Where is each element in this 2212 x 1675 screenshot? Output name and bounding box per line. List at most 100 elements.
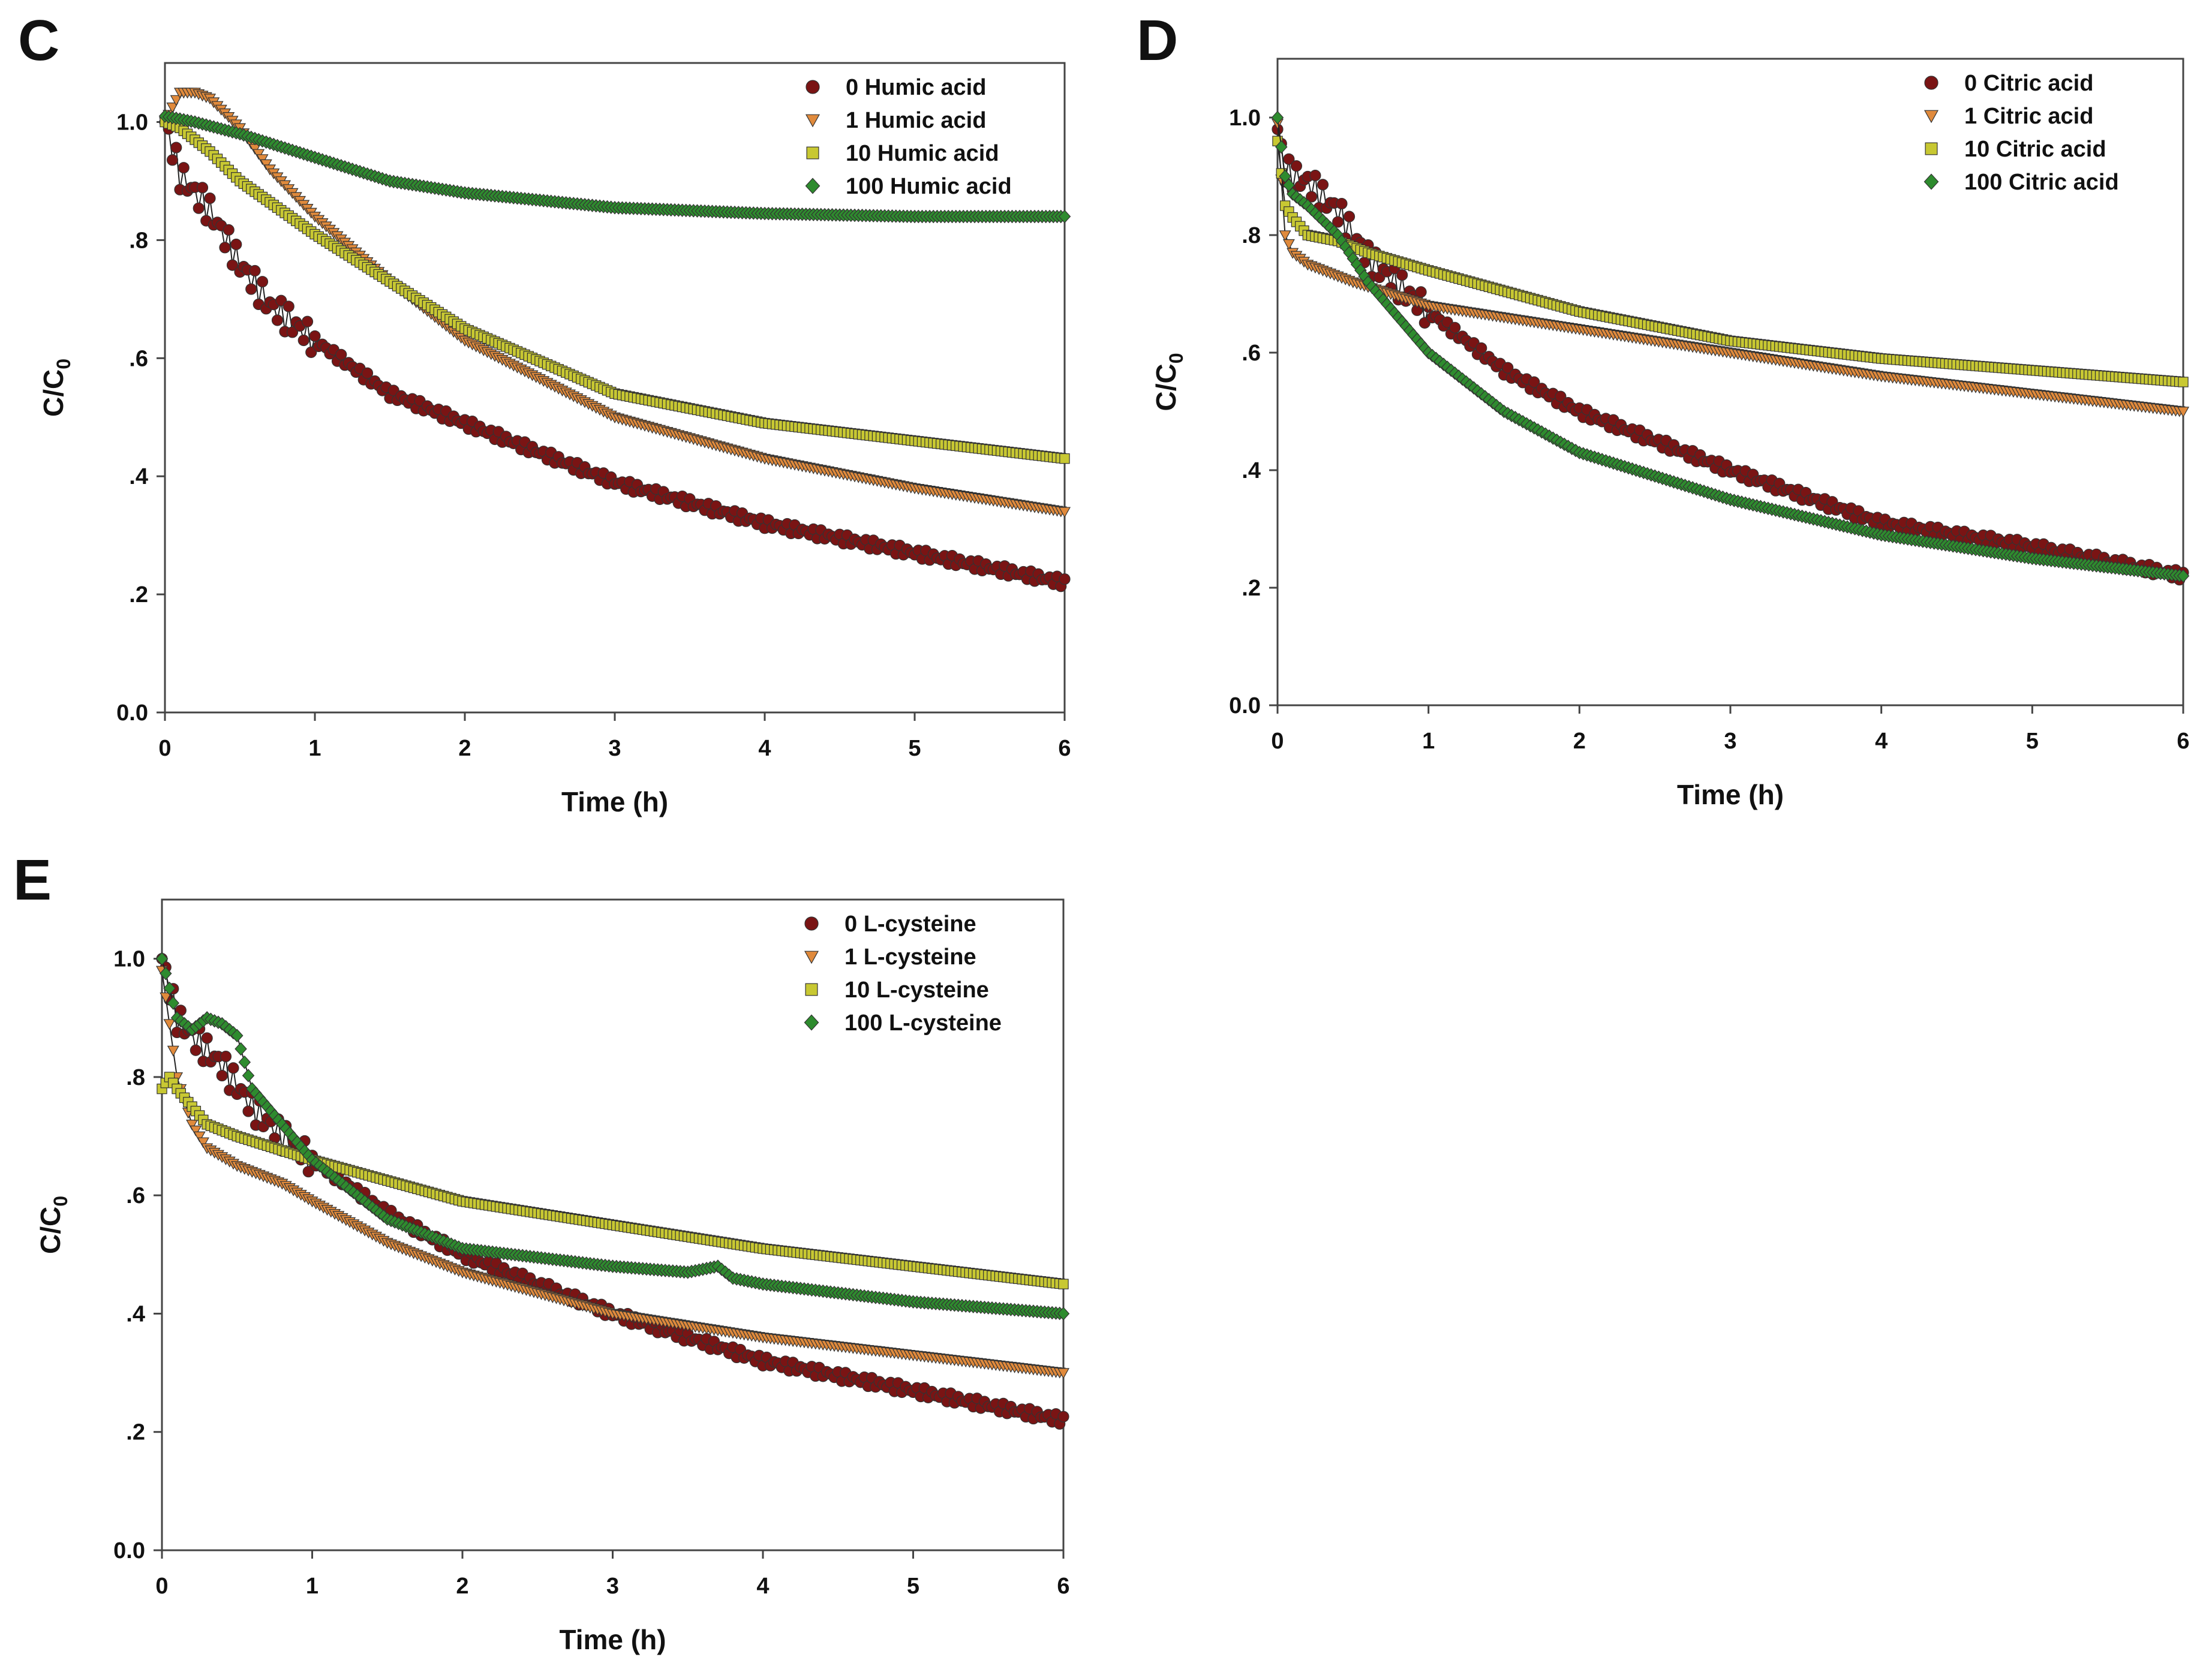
data-point xyxy=(170,95,182,106)
x-tick-label: 4 xyxy=(756,1574,769,1599)
chart-panel-c: C 0 1 2 3 4 5 6 0.0 .2 .4 .6 .8 1.0 Time (h) C/C0 0 Humi… xyxy=(18,8,1071,817)
legend-label: 100 Humic acid xyxy=(846,174,1012,199)
data-point xyxy=(197,1137,209,1148)
data-point xyxy=(297,334,309,347)
data-point xyxy=(301,315,314,327)
data-point xyxy=(155,952,169,966)
data-point xyxy=(196,182,209,194)
data-point xyxy=(1528,376,1540,388)
data-point xyxy=(1279,230,1291,242)
data-point xyxy=(220,1051,232,1063)
data-point xyxy=(1555,390,1567,402)
data-point xyxy=(1059,573,1071,585)
y-tick-label: 1.0 xyxy=(116,110,148,135)
data-point xyxy=(235,1042,247,1056)
y-tick-label: .2 xyxy=(129,582,148,608)
data-point xyxy=(245,283,257,295)
y-tick-label: .6 xyxy=(126,1183,145,1208)
x-tick-label: 1 xyxy=(1422,729,1435,754)
y-tick-label: .4 xyxy=(1242,458,1261,483)
series-10-l-cysteine xyxy=(157,1072,1069,1289)
fit-line xyxy=(164,121,1065,459)
x-tick-label: 0 xyxy=(158,736,171,761)
data-point xyxy=(1057,1411,1069,1423)
legend-label: 0 Humic acid xyxy=(846,75,986,100)
data-point xyxy=(1502,362,1514,374)
data-point xyxy=(1336,197,1348,210)
series-100-citric-acid xyxy=(1271,110,2190,583)
x-tick-label: 3 xyxy=(1724,729,1736,754)
data-point xyxy=(1415,286,1427,298)
legend-label: 0 L-cysteine xyxy=(844,912,976,937)
x-tick-label: 4 xyxy=(758,736,771,761)
data-point xyxy=(242,1069,255,1082)
y-axis-title: C/C0 xyxy=(1150,353,1187,411)
data-point xyxy=(1309,170,1321,182)
x-axis-title: Time (h) xyxy=(559,1624,666,1655)
legend-marker xyxy=(1925,142,1938,155)
data-point xyxy=(242,1105,254,1117)
chart-panel-e: E 0 1 2 3 4 5 6 0.0 .2 .4 .6 .8 1.0 Time (h) C/C0 0 L-cy… xyxy=(13,848,1070,1655)
data-point xyxy=(166,154,179,166)
data-point xyxy=(309,330,321,342)
legend-label: 1 L-cysteine xyxy=(844,945,976,970)
y-axis-title: C/C0 xyxy=(35,1196,71,1254)
data-point xyxy=(230,238,242,251)
x-tick-label: 5 xyxy=(907,1574,919,1599)
x-tick-label: 2 xyxy=(456,1574,468,1599)
x-tick-label: 1 xyxy=(308,736,321,761)
data-point xyxy=(249,264,261,277)
data-point xyxy=(1396,269,1408,281)
data-point xyxy=(201,1032,213,1044)
data-point xyxy=(282,300,294,312)
x-tick-label: 0 xyxy=(155,1574,168,1599)
data-point xyxy=(163,981,176,996)
y-tick-label: .4 xyxy=(126,1301,145,1327)
data-point xyxy=(2178,377,2189,387)
data-point xyxy=(1057,1307,1070,1321)
x-tick-label: 4 xyxy=(1875,729,1888,754)
data-point xyxy=(256,276,269,288)
legend-marker xyxy=(805,114,821,128)
series-100-humic-acid xyxy=(158,109,1071,224)
data-point xyxy=(163,1019,176,1030)
data-point xyxy=(238,1055,251,1069)
data-point xyxy=(166,103,179,114)
data-point xyxy=(1058,507,1071,518)
legend-label: 100 Citric acid xyxy=(1964,170,2119,195)
data-point xyxy=(305,346,317,358)
series-10-humic-acid xyxy=(160,116,1070,464)
data-point xyxy=(1059,453,1070,464)
legend-marker xyxy=(804,951,819,964)
data-point xyxy=(204,193,216,205)
data-point xyxy=(1306,191,1318,203)
data-point xyxy=(1475,342,1487,354)
data-point xyxy=(1058,1279,1069,1289)
y-tick-label: 0.0 xyxy=(1229,693,1261,718)
legend-label: 100 L-cysteine xyxy=(844,1011,1002,1036)
data-point xyxy=(1343,210,1356,222)
y-tick-label: 1.0 xyxy=(113,947,145,972)
legend-marker xyxy=(804,1014,819,1031)
data-point xyxy=(1282,178,1296,192)
data-point xyxy=(1057,1368,1070,1379)
x-axis-title: Time (h) xyxy=(561,786,668,817)
legend-label: 10 L-cysteine xyxy=(844,978,989,1003)
data-point xyxy=(1279,169,1291,184)
data-point xyxy=(227,1062,239,1074)
y-tick-label: 1.0 xyxy=(1229,106,1261,131)
y-axis-title: C/C0 xyxy=(38,359,74,417)
x-tick-label: 3 xyxy=(608,736,621,761)
legend-label: 1 Citric acid xyxy=(1964,104,2093,129)
panel-letter: E xyxy=(13,848,52,912)
series-0-citric-acid xyxy=(1272,124,2189,586)
data-point xyxy=(230,1029,244,1043)
data-point xyxy=(1332,216,1344,228)
data-point xyxy=(1271,110,1284,125)
data-point xyxy=(2177,407,2190,418)
data-point xyxy=(186,1120,199,1131)
x-tick-label: 1 xyxy=(306,1574,318,1599)
legend-marker xyxy=(804,916,819,931)
fit-line xyxy=(161,1076,1064,1285)
data-point xyxy=(1317,179,1329,191)
